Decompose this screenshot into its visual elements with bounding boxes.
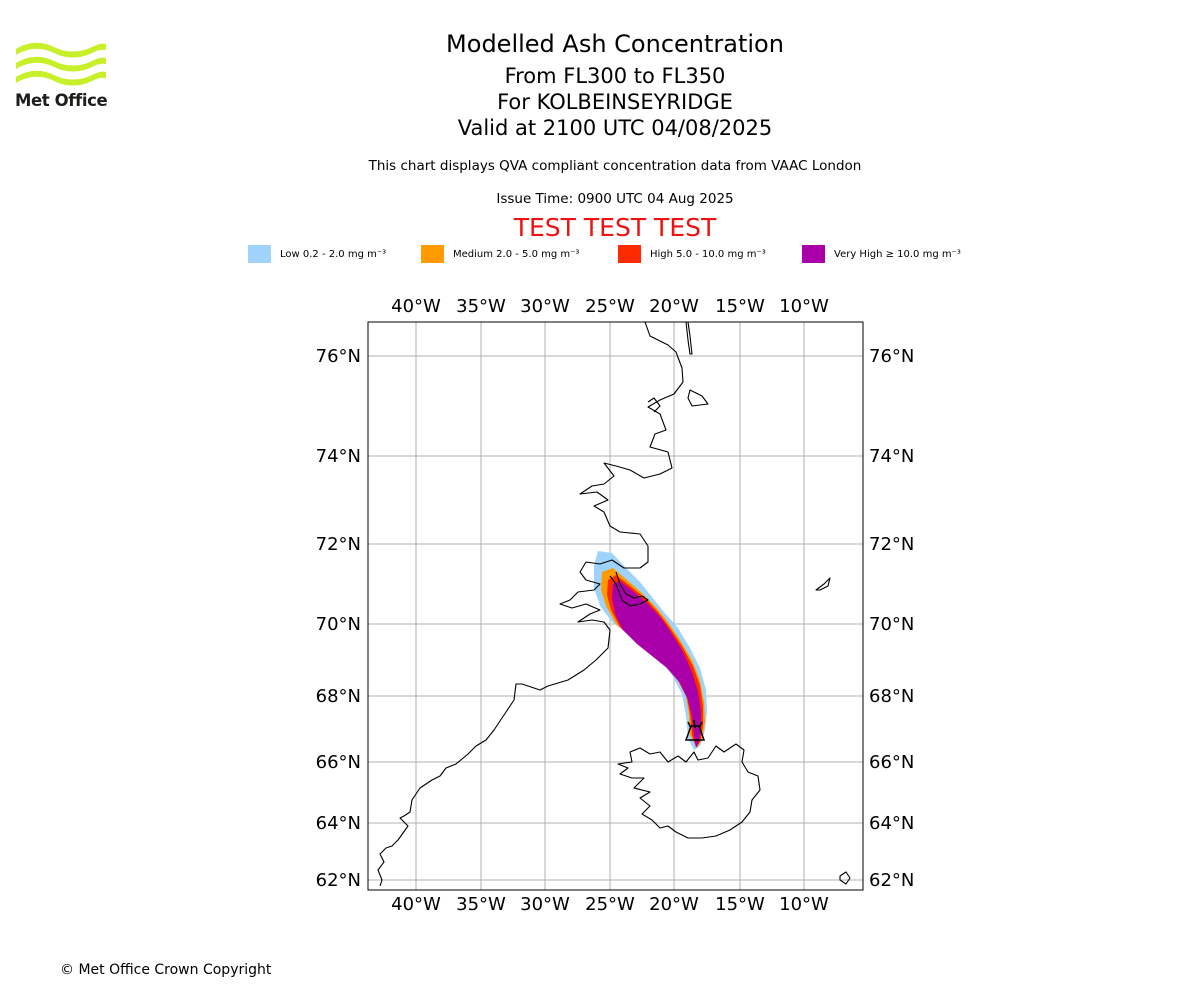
latitude-label: 76°N bbox=[869, 346, 914, 367]
longitude-labels-top: 40°W 35°W 30°W 25°W 20°W 15°W 10°W bbox=[391, 296, 829, 317]
ash-plume-very-high bbox=[612, 581, 701, 748]
latitude-label: 62°N bbox=[316, 870, 361, 891]
legend-label-very-high: Very High ≥ 10.0 mg m⁻³ bbox=[834, 248, 961, 260]
latitude-label: 72°N bbox=[869, 534, 914, 555]
longitude-label: 15°W bbox=[715, 296, 765, 317]
latitude-label: 66°N bbox=[869, 752, 914, 773]
jan-mayen bbox=[815, 577, 831, 591]
longitude-label: 20°W bbox=[649, 296, 699, 317]
fjord-ne-2 bbox=[687, 389, 709, 407]
volcano-icon bbox=[684, 719, 706, 741]
latitude-label: 74°N bbox=[316, 446, 361, 467]
valid-time: Valid at 2100 UTC 04/08/2025 bbox=[457, 116, 773, 140]
legend-item-medium: Medium 2.0 - 5.0 mg m⁻³ bbox=[421, 244, 579, 264]
latitude-label: 68°N bbox=[869, 686, 914, 707]
longitude-label: 35°W bbox=[456, 296, 506, 317]
compliance-note: This chart displays QVA compliant concen… bbox=[368, 158, 862, 174]
fjord-ne-1 bbox=[647, 397, 661, 413]
legend-item-very-high: Very High ≥ 10.0 mg m⁻³ bbox=[802, 244, 961, 264]
latitude-label: 66°N bbox=[316, 752, 361, 773]
legend-item-high: High 5.0 - 10.0 mg m⁻³ bbox=[618, 244, 766, 264]
longitude-label: 10°W bbox=[779, 296, 829, 317]
coastlines bbox=[377, 322, 851, 887]
latitude-label: 64°N bbox=[316, 813, 361, 834]
latitude-labels-left: 76°N 74°N 72°N 70°N 68°N 66°N 64°N 62°N bbox=[316, 346, 361, 891]
iceland-coast bbox=[617, 743, 761, 839]
longitude-label: 25°W bbox=[585, 894, 635, 915]
latitude-label: 74°N bbox=[869, 446, 914, 467]
legend-item-low: Low 0.2 - 2.0 mg m⁻³ bbox=[248, 244, 386, 264]
issue-time: Issue Time: 0900 UTC 04 Aug 2025 bbox=[496, 191, 734, 207]
legend-swatch-high bbox=[618, 245, 641, 263]
graticule bbox=[368, 322, 863, 890]
faroe bbox=[839, 871, 851, 885]
latitude-label: 70°N bbox=[869, 614, 914, 635]
map-frame bbox=[367, 321, 864, 891]
legend-swatch-low bbox=[248, 245, 271, 263]
met-office-logo bbox=[16, 42, 106, 86]
longitude-labels-bottom: 40°W 35°W 30°W 25°W 20°W 15°W 10°W bbox=[391, 894, 829, 915]
legend-label-low: Low 0.2 - 2.0 mg m⁻³ bbox=[280, 248, 387, 260]
latitude-label: 62°N bbox=[869, 870, 914, 891]
longitude-label: 20°W bbox=[649, 894, 699, 915]
longitude-label: 40°W bbox=[391, 296, 441, 317]
latitude-label: 76°N bbox=[316, 346, 361, 367]
legend-swatch-very-high bbox=[802, 245, 825, 263]
longitude-label: 10°W bbox=[779, 894, 829, 915]
chart-title: Modelled Ash Concentration bbox=[446, 30, 784, 58]
volcano-name: For KOLBEINSEYRIDGE bbox=[497, 90, 733, 114]
longitude-label: 15°W bbox=[715, 894, 765, 915]
legend-label-high: High 5.0 - 10.0 mg m⁻³ bbox=[650, 248, 766, 260]
test-banner: TEST TEST TEST bbox=[513, 213, 717, 242]
longitude-label: 40°W bbox=[391, 894, 441, 915]
svalbard-line bbox=[685, 322, 693, 355]
latitude-label: 72°N bbox=[316, 534, 361, 555]
logo-text: Met Office bbox=[15, 91, 108, 110]
latitude-labels-right: 76°N 74°N 72°N 70°N 68°N 66°N 64°N 62°N bbox=[869, 346, 914, 891]
latitude-label: 70°N bbox=[316, 614, 361, 635]
latitude-label: 68°N bbox=[316, 686, 361, 707]
latitude-label: 64°N bbox=[869, 813, 914, 834]
longitude-label: 30°W bbox=[520, 296, 570, 317]
greenland-coast bbox=[377, 322, 684, 887]
copyright-notice: © Met Office Crown Copyright bbox=[60, 962, 272, 978]
greenland-inner-fjord bbox=[609, 571, 649, 607]
longitude-label: 30°W bbox=[520, 894, 570, 915]
longitude-label: 25°W bbox=[585, 296, 635, 317]
legend-swatch-medium bbox=[421, 245, 444, 263]
longitude-label: 35°W bbox=[456, 894, 506, 915]
legend-label-medium: Medium 2.0 - 5.0 mg m⁻³ bbox=[453, 248, 580, 260]
flight-level-range: From FL300 to FL350 bbox=[504, 64, 726, 88]
